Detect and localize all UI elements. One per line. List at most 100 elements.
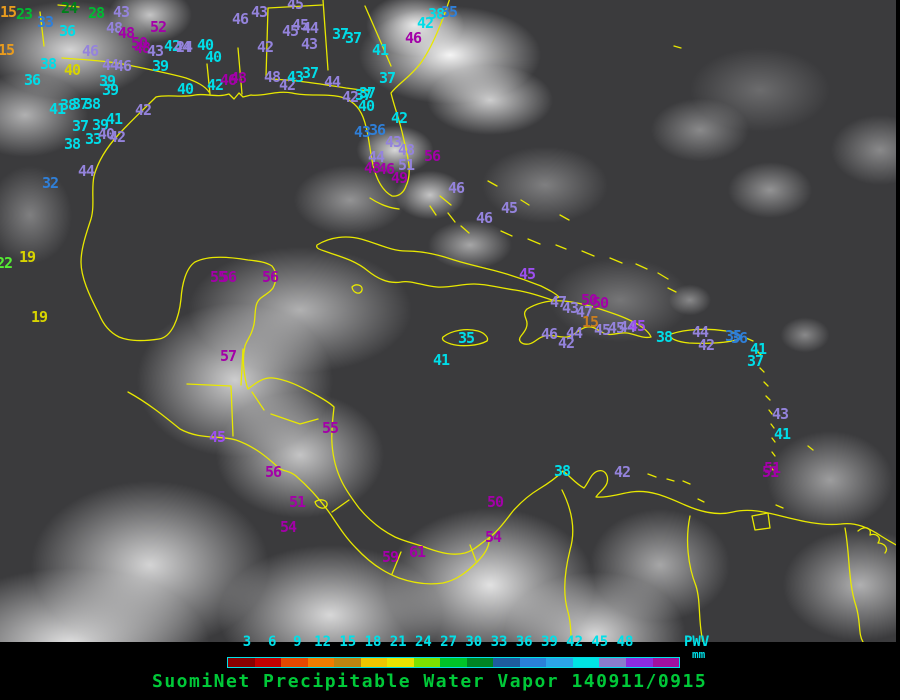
station-value: 44 <box>367 148 385 166</box>
station-value: 41 <box>432 351 450 369</box>
station-value: 37 <box>331 25 349 43</box>
colorbar-segment <box>519 658 547 667</box>
colorbar-tick-label: 33 <box>490 634 508 650</box>
colorbar <box>227 657 680 668</box>
station-value: 44 <box>565 324 583 342</box>
colorbar-segment <box>466 658 494 667</box>
station-value: 45 <box>607 319 625 337</box>
station-value: 48 <box>105 19 123 37</box>
colorbar-segment <box>546 658 573 667</box>
mm-unit-label: mm <box>692 648 706 661</box>
station-value: 43 <box>300 35 318 53</box>
colorbar-tick-label: 15 <box>339 634 357 650</box>
colorbar-segment <box>599 658 626 667</box>
station-value: 40 <box>176 80 194 98</box>
station-value: 51 <box>397 156 415 174</box>
colorbar-segment <box>334 658 361 667</box>
coastline-puerto-rico <box>669 328 741 345</box>
station-value: 43 <box>286 68 304 86</box>
station-value: 56 <box>423 147 441 165</box>
colorbar-tick-labels: 3 6 9 12 15 18 21 24 27 30 33 36 39 42 45 48 <box>0 634 900 652</box>
station-value: 38 <box>63 135 81 153</box>
station-value: 19 <box>18 248 36 266</box>
station-value: 37 <box>358 84 376 102</box>
station-value: 42 <box>557 334 575 352</box>
station-value: 41 <box>48 100 66 118</box>
station-value: 37 <box>344 29 362 47</box>
colorbar-tick-label: 18 <box>364 634 382 650</box>
station-value: 38 <box>83 95 101 113</box>
colorbar-tick-label: 6 <box>267 634 277 650</box>
station-value: 50 <box>486 493 504 511</box>
station-value: 57 <box>219 347 237 365</box>
station-value: 56 <box>219 268 237 286</box>
station-value: 51 <box>288 493 306 511</box>
station-value: 42 <box>163 37 181 55</box>
station-value: 15 <box>0 41 15 59</box>
station-value: 43 <box>561 299 579 317</box>
station-value: 43 <box>250 3 268 21</box>
station-value: 46 <box>447 179 465 197</box>
satellite-image-layer <box>0 0 900 642</box>
station-value: 48 <box>263 68 281 86</box>
station-value: 36 <box>730 329 748 347</box>
station-value: 42 <box>613 463 631 481</box>
station-value: 56 <box>261 268 279 286</box>
station-value: 46 <box>377 160 395 178</box>
station-value: 37 <box>354 86 372 104</box>
station-value: 48 <box>363 159 381 177</box>
colorbar-tick-label: 45 <box>591 634 609 650</box>
colorbar-segment <box>413 658 441 667</box>
colorbar-segment <box>625 658 653 667</box>
station-value: 45 <box>208 428 226 446</box>
station-value: 51 <box>763 459 781 477</box>
station-value: 37 <box>71 95 89 113</box>
station-value: 23 <box>15 5 33 23</box>
station-value: 51 <box>761 463 779 481</box>
colorbar-tick-label: 24 <box>414 634 432 650</box>
station-value: 40 <box>97 125 115 143</box>
station-value: 15 <box>0 3 17 21</box>
station-value: 38 <box>59 96 77 114</box>
station-value: 38 <box>655 328 673 346</box>
station-value: 19 <box>30 308 48 326</box>
station-value: 43 <box>112 3 130 21</box>
colorbar-segment <box>493 658 520 667</box>
station-value: 37 <box>71 117 89 135</box>
station-value: 42 <box>341 88 359 106</box>
station-value: 50 <box>580 291 598 309</box>
station-value: 28 <box>87 4 105 22</box>
colorbar-segment <box>228 658 255 667</box>
station-value: 46 <box>219 71 237 89</box>
station-value: 45 <box>518 265 536 283</box>
station-value: 39 <box>151 57 169 75</box>
station-value: 40 <box>196 36 214 54</box>
station-value: 24 <box>60 0 78 17</box>
station-value: 37 <box>378 69 396 87</box>
station-value: 48 <box>397 141 415 159</box>
station-value: 45 <box>593 321 611 339</box>
station-value: 43 <box>771 405 789 423</box>
station-value: 48 <box>133 39 151 57</box>
colorbar-tick-label: 39 <box>540 634 558 650</box>
station-value: 39 <box>91 116 109 134</box>
colorbar-tick-label: 21 <box>389 634 407 650</box>
station-value: 24 <box>175 38 193 56</box>
station-value: 54 <box>484 528 502 546</box>
station-value: 43 <box>146 42 164 60</box>
border-lines <box>39 0 864 642</box>
station-value: 47 <box>575 303 593 321</box>
colorbar-tick-label: 48 <box>616 634 634 650</box>
colorbar-segment <box>572 658 600 667</box>
station-value: 33 <box>36 13 54 31</box>
station-value: 15 <box>581 313 599 331</box>
station-value: 40 <box>204 48 222 66</box>
colorbar-segment <box>307 658 335 667</box>
station-value: 37 <box>301 64 319 82</box>
station-value: 44 <box>618 318 636 336</box>
colorbar-tick-label: 27 <box>440 634 458 650</box>
colorbar-segment <box>387 658 414 667</box>
colorbar-tick-label: 36 <box>515 634 533 650</box>
station-value: 50 <box>130 34 148 52</box>
coastline-mainland <box>80 0 900 555</box>
